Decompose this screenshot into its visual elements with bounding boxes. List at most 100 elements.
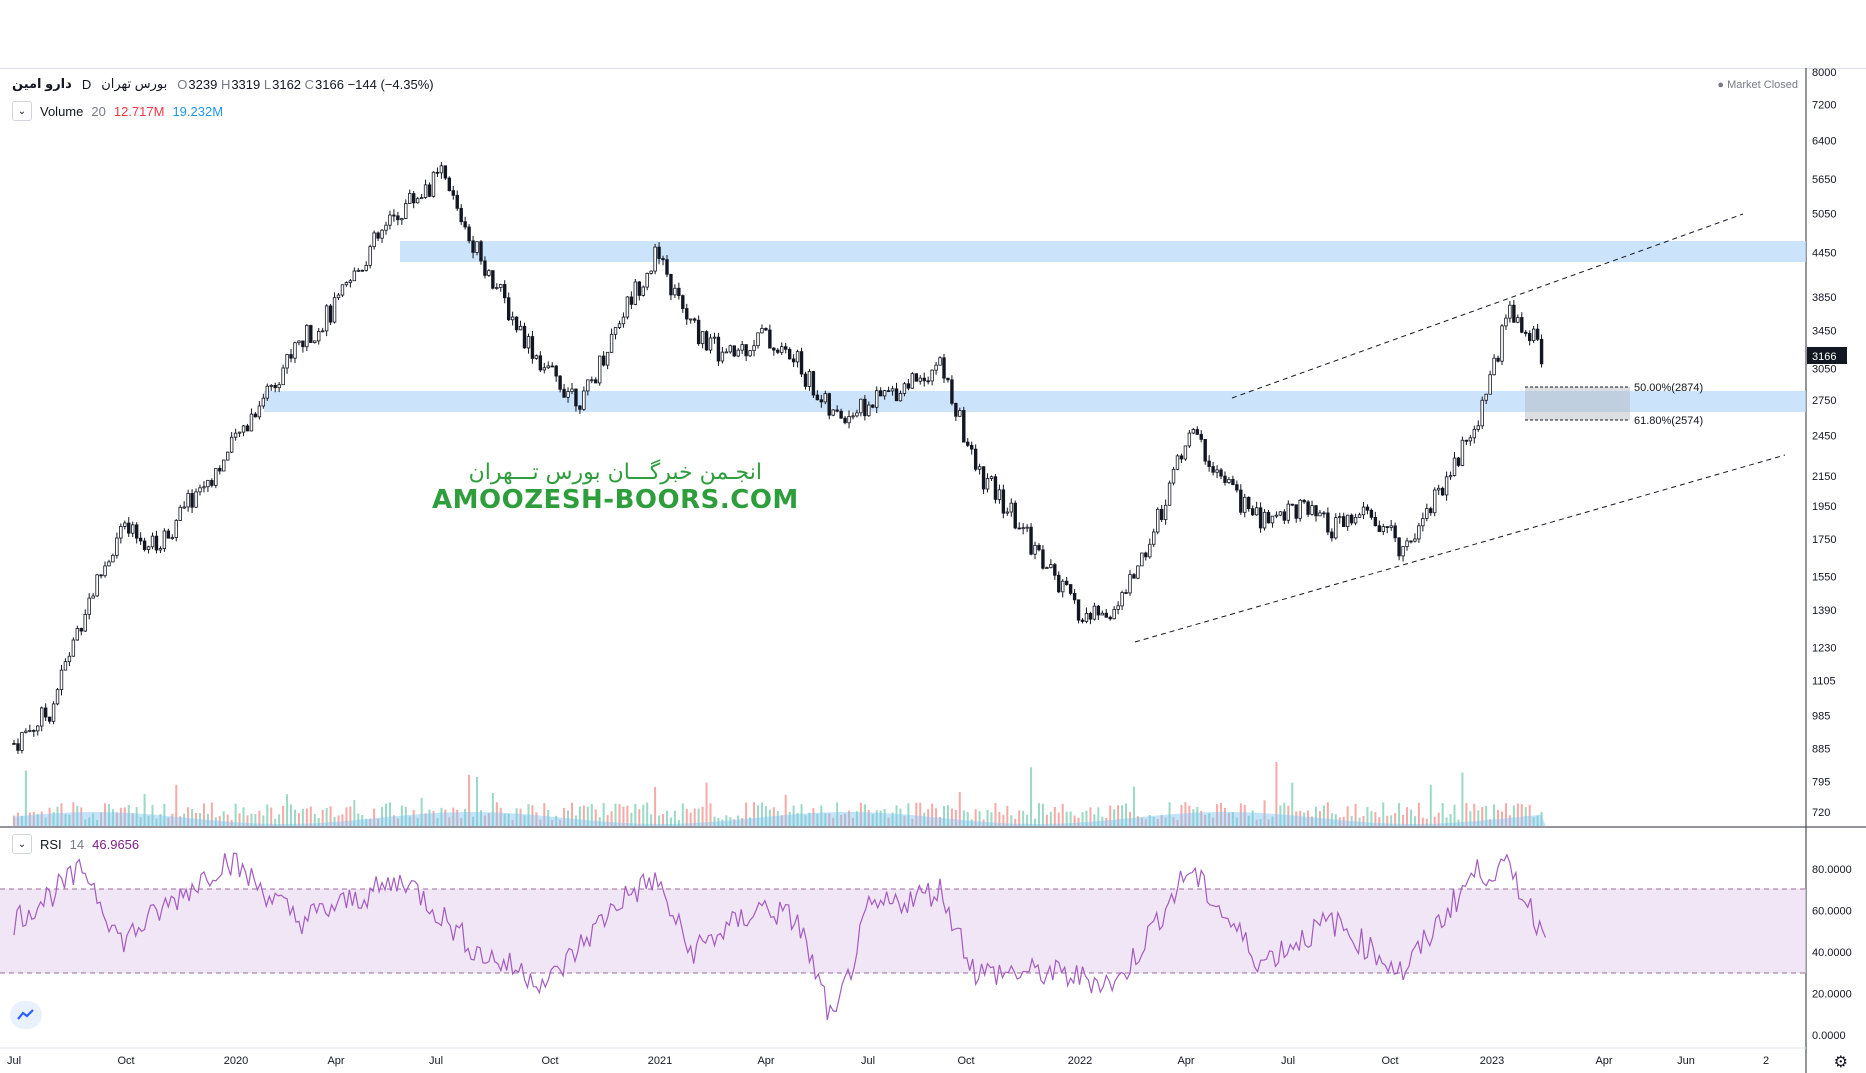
candle-body: [704, 331, 709, 351]
candle-body: [1504, 317, 1508, 327]
candle-body: [1361, 506, 1366, 516]
candle-body: [1516, 317, 1520, 323]
candle-body: [692, 318, 697, 321]
candle-body: [24, 730, 28, 733]
candle-body: [970, 444, 974, 450]
volume-bar: [626, 805, 629, 826]
candle-body: [962, 410, 966, 443]
volume-bar: [286, 794, 289, 826]
price-tick-label: 7200: [1812, 99, 1836, 111]
volume-bar: [1136, 816, 1139, 826]
chevron-down-icon[interactable]: ⌄: [12, 834, 32, 854]
volume-bar: [507, 813, 510, 826]
candle-body: [1421, 518, 1425, 527]
candle-body: [966, 441, 970, 446]
candle-body: [981, 466, 986, 490]
volume-bar: [218, 816, 221, 826]
candle-body: [752, 345, 756, 352]
volume-bar: [333, 816, 336, 826]
candle-body: [1322, 512, 1326, 515]
volume-bar: [1473, 803, 1476, 826]
candle-body: [1053, 564, 1057, 576]
volume-bar: [1504, 803, 1507, 826]
candle-body: [716, 336, 721, 362]
volume-bar: [642, 804, 645, 826]
volume-bar: [1227, 812, 1230, 826]
volume-bar: [1382, 802, 1385, 826]
rsi-legend[interactable]: ⌄ RSI 14 46.9656: [12, 834, 139, 854]
candle-body: [902, 383, 907, 394]
candle-body: [518, 325, 523, 331]
candle-body: [1223, 475, 1227, 483]
candle-body: [1369, 509, 1374, 518]
symbol-legend[interactable]: دارو امین D بورس تهران O3239 H3319 L3162…: [12, 76, 434, 92]
volume-bar: [875, 810, 878, 826]
candle-body: [977, 466, 982, 470]
candle-body: [776, 349, 780, 353]
candle-body: [1179, 455, 1184, 460]
volume-bar: [1208, 813, 1211, 826]
volume-bar: [206, 813, 209, 826]
volume-bar: [483, 815, 486, 826]
candle-body: [32, 730, 36, 732]
volume-bar: [721, 819, 724, 826]
candle-body: [506, 297, 511, 321]
candle-body: [768, 329, 772, 349]
volume-bar: [899, 808, 902, 826]
candle-body: [439, 165, 444, 174]
volume-bar: [464, 808, 467, 826]
volume-bar: [1338, 817, 1341, 826]
volume-bar: [1437, 812, 1440, 826]
volume-bar: [919, 802, 922, 826]
gear-icon[interactable]: ⚙: [1833, 1054, 1848, 1071]
candle-body: [265, 385, 269, 399]
volume-bar: [297, 813, 300, 826]
chevron-down-icon[interactable]: ⌄: [12, 101, 32, 121]
volume-bar: [836, 802, 839, 826]
volume-bar: [175, 784, 178, 826]
candle-body: [1425, 508, 1429, 519]
volume-bar: [662, 814, 665, 826]
candle-body: [1258, 507, 1263, 529]
price-tick-label: 3850: [1812, 292, 1836, 304]
candle-body: [601, 355, 606, 366]
tradingview-logo-icon[interactable]: [10, 1001, 42, 1029]
candle-body: [273, 384, 277, 389]
volume-bar: [171, 813, 174, 826]
volume-bar: [741, 817, 744, 826]
candle-body: [538, 355, 543, 371]
volume-bar: [658, 815, 661, 826]
volume-bar: [254, 814, 257, 826]
candle-body: [1084, 613, 1089, 622]
volume-bar: [669, 817, 672, 826]
candle-body: [847, 416, 851, 424]
candle-body: [1405, 540, 1409, 547]
candle-body: [174, 520, 178, 538]
candle-body: [661, 258, 665, 261]
volume-bar: [1322, 805, 1325, 826]
candle-body: [154, 535, 159, 551]
candle-body: [388, 214, 392, 226]
volume-bar: [1069, 811, 1072, 826]
volume-legend[interactable]: ⌄ Volume 20 12.717M 19.232M: [12, 101, 223, 121]
candle-body: [586, 379, 590, 392]
volume-bar: [1132, 786, 1135, 826]
volume-bar: [800, 804, 803, 826]
volume-bar: [1520, 804, 1523, 826]
candle-body: [313, 340, 317, 343]
candle-body: [514, 316, 519, 331]
candle-body: [317, 330, 321, 342]
volume-bar: [808, 812, 811, 826]
candle-body: [1005, 511, 1010, 514]
candle-body: [712, 336, 717, 339]
price-series: [12, 161, 1544, 754]
time-tick-label: Apr: [1595, 1055, 1612, 1067]
candle-body: [1531, 328, 1536, 341]
volume-bar: [677, 819, 680, 826]
volume-bar: [36, 813, 39, 826]
candle-body: [1175, 455, 1180, 470]
candle-body: [1243, 496, 1247, 513]
candle-body: [787, 348, 792, 360]
volume-bar: [1279, 805, 1282, 826]
